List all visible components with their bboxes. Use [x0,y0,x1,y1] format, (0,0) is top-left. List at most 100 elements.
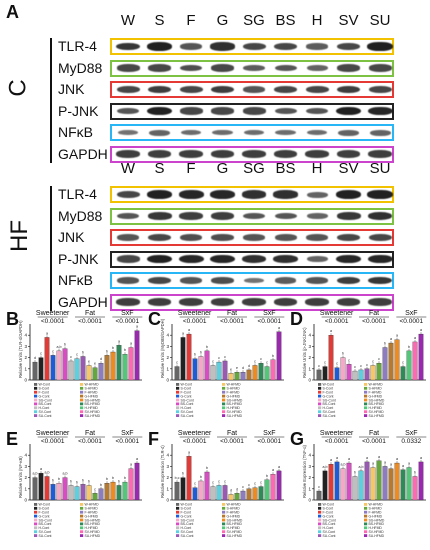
bar [412,341,418,381]
p-value: <0.0001 [220,438,244,445]
bar [68,485,74,501]
significance-letter: a,b [341,463,346,467]
bar [394,339,400,381]
legend-swatch [222,410,226,414]
bar [400,469,406,501]
significance-letter: a,b [57,345,62,349]
significance-letter: b [266,474,268,478]
significance-letter: c [318,364,320,368]
group-header: Fat [85,310,95,317]
protein-label-pjnk: P-JNK [58,102,99,119]
y-tick-label: 2 [166,475,169,480]
legend-swatch [364,526,368,530]
bar [264,479,270,501]
blot-band [179,64,203,72]
panel-letter-a: A [6,2,19,22]
group-header: SxF [405,310,417,317]
bar [264,366,270,381]
group-header: Sweetener [178,310,212,317]
legend-swatch [222,414,226,417]
significance-letter: a [136,325,138,329]
legend-swatch [222,506,226,510]
bar [134,462,140,501]
significance-letter: a [182,331,184,335]
blot-group-label: C [4,79,32,97]
lane-label-w: W [120,160,136,177]
significance-letter: a [278,465,280,469]
legend-swatch [80,398,84,402]
legend-swatch [364,414,368,417]
bar [228,373,234,381]
legend-swatch [80,410,84,414]
legend-swatch [364,383,368,386]
significance-letter: a [40,467,42,471]
significance-letter: a [188,450,190,454]
bar [50,355,56,381]
legend-label: W-HFMD [85,503,100,507]
significance-letter: c [70,355,72,359]
significance-letter: e [88,359,90,363]
legend-swatch [364,518,368,522]
significance-letter: a [330,458,332,462]
blot-band [210,150,235,158]
legend-label: SG-Cont [39,398,52,402]
legend-label: W-HFMD [369,383,384,387]
blot-band [274,107,297,115]
blot-group-bracket [50,38,56,163]
blot-band [275,129,296,136]
blot-band [243,129,265,136]
bar [62,477,68,501]
legend-label: S-HFMD [227,507,241,511]
significance-letter: c [218,356,220,360]
significance-letter: a [396,334,398,338]
legend-label: F-HFMD [85,511,99,515]
bar [252,487,258,501]
group-header: SxF [405,430,417,437]
significance-letter: c [318,485,320,489]
blot-row [110,293,394,311]
legend-swatch [364,406,368,410]
blot-band [241,190,267,199]
bar [358,369,364,381]
legend-label: H-HFMD [227,406,241,410]
legend-swatch [318,518,322,522]
lane-label-f: F [186,160,196,177]
legend-label: F-Cont [323,391,333,395]
significance-letter: c [336,362,338,366]
legend-label: SV-Cont [181,410,194,414]
significance-letter: a [420,456,422,460]
legend-label: SU-HFMD [85,534,101,538]
significance-letter: a [278,326,280,330]
bar [258,363,264,381]
p-value: <0.0001 [41,438,65,445]
blot-band [118,129,138,136]
legend-swatch [34,402,38,406]
legend-swatch [176,534,180,537]
significance-letter: b [414,470,416,474]
legend-label: W-HFMD [227,503,242,507]
significance-letter: c [372,359,374,363]
legend-swatch [176,383,180,386]
bar [44,476,50,501]
significance-letter: a [366,456,368,460]
blot-band [274,234,297,241]
bar [74,358,80,381]
significance-letter: b [82,478,84,482]
legend-label: SG-Cont [39,518,52,522]
legend-swatch [80,510,84,514]
bar [198,356,204,381]
legend-label: SU-HFMD [227,534,243,538]
significance-letter: a [396,457,398,461]
blot-band [274,277,297,284]
legend-label: SG-Cont [181,398,194,402]
y-tick-label: 1 [24,486,27,491]
legend-label: SV-HFMD [85,530,101,534]
blot-band [242,150,266,158]
bar [334,367,340,381]
significance-letter: b [354,470,356,474]
blot-band [210,212,235,220]
y-axis-label: Relative Units (MyD88/GAPDH) [160,318,165,378]
legend-label: SV-HFMD [369,530,385,534]
legend-label: BS-HFMD [227,402,243,406]
blot-band [178,254,204,264]
